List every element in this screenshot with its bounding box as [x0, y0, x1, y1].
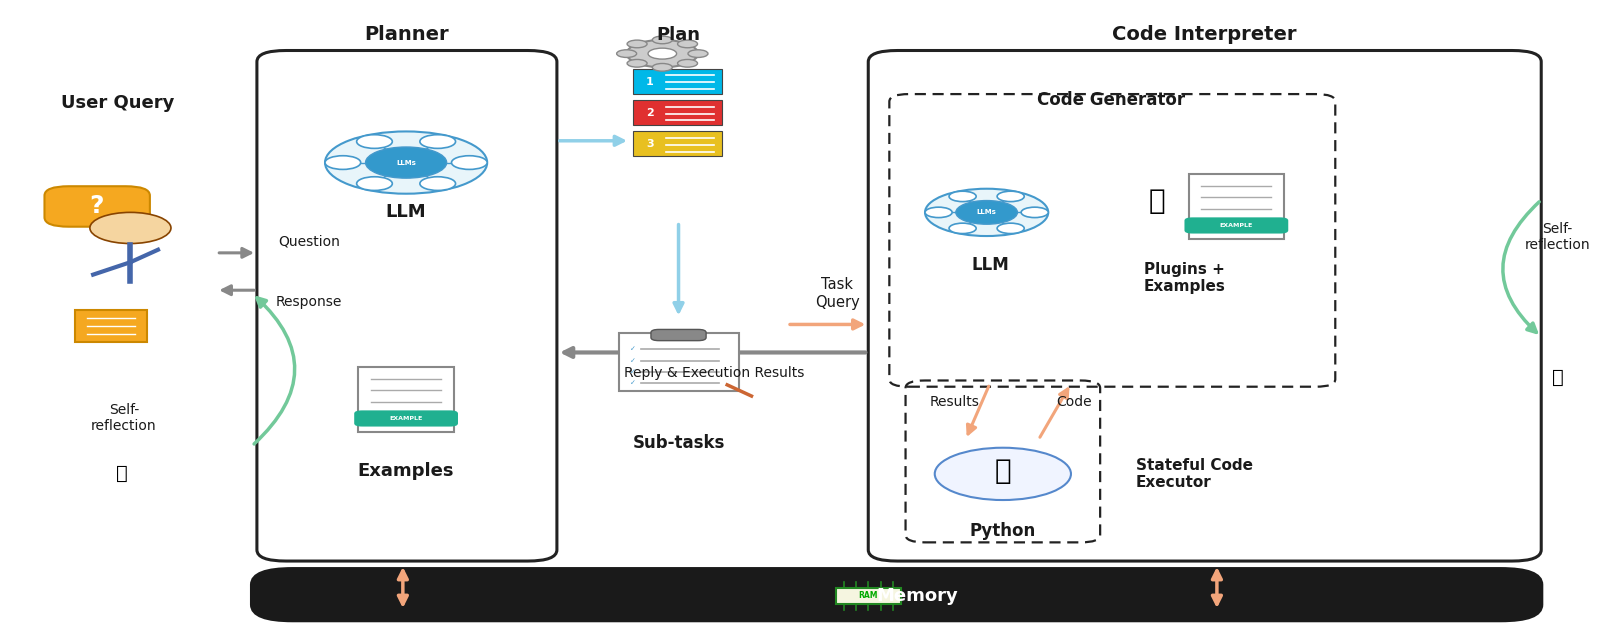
- Text: Sub-tasks: Sub-tasks: [633, 434, 725, 452]
- Text: RAM: RAM: [859, 592, 878, 600]
- FancyBboxPatch shape: [1188, 173, 1284, 238]
- Text: ✓: ✓: [630, 358, 636, 364]
- Text: 2: 2: [646, 108, 654, 118]
- FancyBboxPatch shape: [354, 411, 458, 427]
- Text: Results: Results: [930, 395, 979, 409]
- Text: ✓: ✓: [630, 346, 636, 353]
- FancyArrowPatch shape: [1503, 202, 1539, 333]
- Text: Planner: Planner: [364, 26, 448, 44]
- FancyBboxPatch shape: [618, 333, 738, 391]
- Circle shape: [365, 147, 446, 178]
- Text: 💡: 💡: [1552, 368, 1563, 387]
- Text: Code: Code: [1057, 395, 1092, 409]
- Text: 🐍: 🐍: [995, 457, 1011, 485]
- Circle shape: [451, 156, 487, 170]
- Circle shape: [935, 448, 1071, 500]
- Text: Plugins +
Examples: Plugins + Examples: [1144, 261, 1225, 294]
- Text: Response: Response: [276, 295, 342, 309]
- Text: ?: ?: [89, 194, 104, 218]
- FancyBboxPatch shape: [633, 69, 722, 94]
- Circle shape: [420, 135, 456, 149]
- Text: Code Generator: Code Generator: [1037, 91, 1185, 109]
- Text: Reply & Execution Results: Reply & Execution Results: [623, 366, 805, 380]
- FancyBboxPatch shape: [633, 132, 722, 157]
- Text: Stateful Code
Executor: Stateful Code Executor: [1136, 457, 1253, 490]
- FancyArrowPatch shape: [255, 298, 295, 444]
- Circle shape: [677, 59, 698, 67]
- Text: Task
Query: Task Query: [815, 277, 860, 310]
- Circle shape: [997, 191, 1024, 202]
- Circle shape: [89, 212, 170, 243]
- Text: LLM: LLM: [971, 256, 1010, 275]
- Circle shape: [617, 50, 636, 57]
- Circle shape: [688, 50, 708, 57]
- Circle shape: [677, 40, 698, 48]
- Text: Self-
reflection: Self- reflection: [1524, 222, 1591, 252]
- Text: 💡: 💡: [117, 464, 128, 484]
- Circle shape: [357, 135, 393, 149]
- Circle shape: [925, 207, 953, 218]
- Text: 3: 3: [646, 139, 654, 149]
- Circle shape: [626, 40, 698, 67]
- Text: Memory: Memory: [876, 587, 958, 605]
- FancyBboxPatch shape: [44, 186, 149, 227]
- FancyBboxPatch shape: [633, 100, 722, 125]
- FancyBboxPatch shape: [836, 588, 901, 604]
- Circle shape: [325, 156, 360, 170]
- Text: Plan: Plan: [657, 26, 701, 44]
- Text: LLM: LLM: [386, 203, 427, 222]
- Text: Examples: Examples: [357, 462, 454, 480]
- Text: Code Interpreter: Code Interpreter: [1112, 26, 1297, 44]
- Text: ✓: ✓: [630, 369, 636, 375]
- Text: LLMs: LLMs: [396, 160, 415, 165]
- Circle shape: [956, 200, 1018, 224]
- Circle shape: [420, 177, 456, 190]
- Circle shape: [925, 188, 1048, 236]
- Circle shape: [357, 177, 393, 190]
- FancyBboxPatch shape: [75, 310, 146, 342]
- Text: LLMs: LLMs: [977, 210, 997, 215]
- Text: Python: Python: [969, 522, 1035, 540]
- FancyBboxPatch shape: [359, 367, 454, 432]
- Text: 🧩: 🧩: [1149, 187, 1165, 215]
- Text: EXAMPLE: EXAMPLE: [390, 416, 422, 421]
- Circle shape: [949, 191, 975, 202]
- Circle shape: [652, 36, 672, 44]
- Circle shape: [648, 48, 677, 59]
- FancyBboxPatch shape: [1185, 217, 1289, 233]
- Text: ✓: ✓: [630, 380, 636, 386]
- Text: EXAMPLE: EXAMPLE: [1220, 223, 1253, 228]
- Text: User Query: User Query: [60, 94, 174, 112]
- Text: 1: 1: [646, 77, 654, 87]
- FancyBboxPatch shape: [252, 569, 1542, 620]
- Circle shape: [652, 64, 672, 71]
- Circle shape: [626, 40, 648, 48]
- Circle shape: [1021, 207, 1048, 218]
- Text: Question: Question: [278, 235, 339, 248]
- Circle shape: [949, 223, 975, 233]
- Circle shape: [997, 223, 1024, 233]
- FancyBboxPatch shape: [651, 329, 706, 341]
- Circle shape: [626, 59, 648, 67]
- Text: Self-
reflection: Self- reflection: [91, 402, 157, 433]
- Circle shape: [325, 132, 487, 193]
